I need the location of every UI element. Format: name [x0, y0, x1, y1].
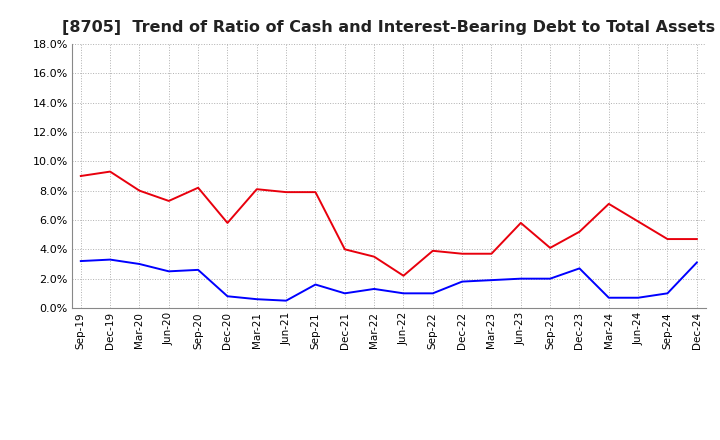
Cash — [341, 247, 349, 252]
Interest-Bearing Debt — [194, 267, 202, 272]
Interest-Bearing Debt — [282, 298, 290, 303]
Interest-Bearing Debt — [634, 295, 642, 301]
Interest-Bearing Debt — [516, 276, 525, 281]
Cash — [516, 220, 525, 226]
Cash — [76, 173, 85, 179]
Interest-Bearing Debt — [575, 266, 584, 271]
Line: Interest-Bearing Debt: Interest-Bearing Debt — [81, 260, 697, 301]
Cash — [458, 251, 467, 257]
Cash — [135, 188, 144, 193]
Cash — [164, 198, 173, 204]
Interest-Bearing Debt — [341, 291, 349, 296]
Interest-Bearing Debt — [223, 293, 232, 299]
Interest-Bearing Debt — [311, 282, 320, 287]
Cash — [428, 248, 437, 253]
Cash — [693, 236, 701, 242]
Interest-Bearing Debt — [76, 258, 85, 264]
Interest-Bearing Debt — [663, 291, 672, 296]
Cash — [487, 251, 496, 257]
Interest-Bearing Debt — [253, 297, 261, 302]
Interest-Bearing Debt — [370, 286, 379, 292]
Cash — [370, 254, 379, 259]
Interest-Bearing Debt — [399, 291, 408, 296]
Cash — [663, 236, 672, 242]
Interest-Bearing Debt — [135, 261, 144, 267]
Cash — [546, 245, 554, 250]
Text: [8705]  Trend of Ratio of Cash and Interest-Bearing Debt to Total Assets: [8705] Trend of Ratio of Cash and Intere… — [62, 20, 716, 35]
Cash — [282, 190, 290, 195]
Cash — [399, 273, 408, 279]
Cash — [311, 190, 320, 195]
Interest-Bearing Debt — [428, 291, 437, 296]
Cash — [106, 169, 114, 174]
Interest-Bearing Debt — [605, 295, 613, 301]
Cash — [223, 220, 232, 226]
Interest-Bearing Debt — [458, 279, 467, 284]
Cash — [605, 201, 613, 206]
Interest-Bearing Debt — [546, 276, 554, 281]
Cash — [575, 229, 584, 235]
Interest-Bearing Debt — [693, 260, 701, 265]
Line: Cash: Cash — [81, 172, 697, 276]
Cash — [194, 185, 202, 191]
Cash — [634, 219, 642, 224]
Interest-Bearing Debt — [487, 278, 496, 283]
Interest-Bearing Debt — [106, 257, 114, 262]
Interest-Bearing Debt — [164, 269, 173, 274]
Cash — [253, 187, 261, 192]
